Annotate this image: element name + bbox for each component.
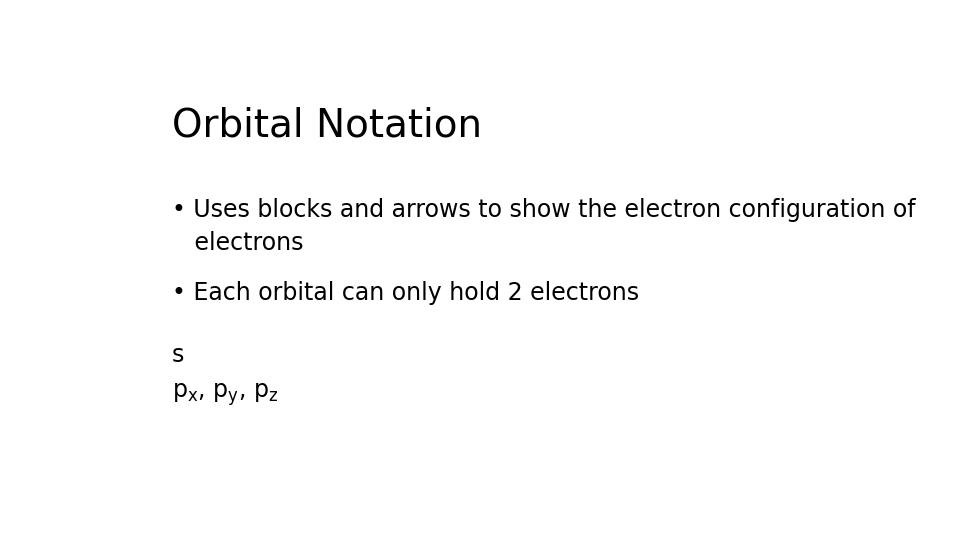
Text: $\mathregular{p_x}$, $\mathregular{p_y}$, $\mathregular{p_z}$: $\mathregular{p_x}$, $\mathregular{p_y}$…	[172, 381, 278, 408]
Text: Orbital Notation: Orbital Notation	[172, 106, 482, 144]
Text: • Uses blocks and arrows to show the electron configuration of
   electrons: • Uses blocks and arrows to show the ele…	[172, 198, 916, 255]
Text: s: s	[172, 343, 184, 367]
Text: • Each orbital can only hold 2 electrons: • Each orbital can only hold 2 electrons	[172, 281, 639, 305]
